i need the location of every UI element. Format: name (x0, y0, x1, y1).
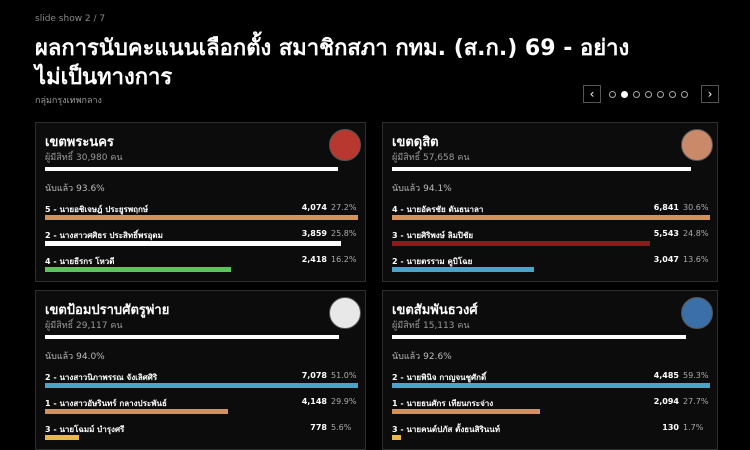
page-dot[interactable] (681, 91, 688, 98)
candidate-votes: 130 (662, 423, 679, 432)
counted-label: นับแล้ว 94.0% (45, 352, 105, 362)
candidate-name: 1 - นายธนศักร เทียนกระจ่าง (392, 399, 494, 408)
vote-bar (45, 215, 358, 220)
candidate-name: 1 - นางสาวอัษรินทร์ กลางประพันธ์ (45, 399, 167, 408)
counted-value: 94.0% (76, 352, 105, 362)
candidate-votes: 4,148 (301, 397, 327, 406)
candidate-share: 25.8% (331, 229, 357, 238)
candidate-share: 27.7% (683, 397, 709, 406)
district-card: เขตป้อมปราบศัตรูพ่ายผู้มีสิทธิ์ 29,117 ค… (35, 290, 366, 450)
counted-bar (392, 335, 687, 339)
candidate-name: 3 - นายศิริพงษ์ ลิมปิชัย (392, 231, 474, 240)
page-dot[interactable] (633, 91, 640, 98)
vote-bar (45, 409, 229, 414)
candidate-name: 2 - นายตรราม คูบิโฉย (392, 257, 473, 266)
avatar (681, 129, 713, 161)
counted-value: 94.1% (423, 184, 452, 194)
candidate-votes: 778 (310, 423, 327, 432)
candidate-name: 3 - นายคนต์ปภัส ตั้งธนสิรินนท์ (392, 425, 500, 434)
candidate-share: 24.8% (683, 229, 709, 238)
page-dot[interactable] (609, 91, 616, 98)
page-dot[interactable] (657, 91, 664, 98)
vote-bar (45, 435, 80, 440)
counted-bar (392, 167, 692, 171)
candidate-votes: 4,485 (653, 371, 679, 380)
vote-bar (45, 267, 231, 272)
district-name: เขตดุสิต (392, 135, 439, 150)
vote-bar (392, 267, 534, 272)
candidate-share: 29.9% (331, 397, 357, 406)
vote-bar (45, 383, 358, 388)
eligible-voters: ผู้มีสิทธิ์ 15,113 คน (392, 321, 470, 331)
slide-counter: slide show 2 / 7 (35, 14, 106, 24)
counted-bar (45, 167, 338, 171)
counted-label: นับแล้ว 93.6% (45, 184, 105, 194)
prev-button[interactable]: ‹ (583, 85, 601, 103)
page-dot[interactable] (669, 91, 676, 98)
vote-bar (392, 383, 710, 388)
avatar (329, 129, 361, 161)
counted-bar (45, 335, 340, 339)
district-card: เขตพระนครผู้มีสิทธิ์ 30,980 คนนับแล้ว 93… (35, 122, 366, 282)
avatar (329, 297, 361, 329)
eligible-voters: ผู้มีสิทธิ์ 57,658 คน (392, 153, 470, 163)
title: ผลการนับคะแนนเลือกตั้ง สมาชิกสภา กทม. (ส… (35, 36, 630, 61)
candidate-votes: 3,859 (301, 229, 327, 238)
page-dot[interactable] (645, 91, 652, 98)
vote-bar (392, 409, 541, 414)
candidate-share: 1.7% (683, 423, 704, 432)
district-name: เขตพระนคร (45, 135, 114, 150)
vote-bar (45, 241, 342, 246)
candidate-name: 4 - นายธีรกร โหวดี (45, 257, 115, 266)
candidate-name: 4 - นายอัครชัย ตันธนาลา (392, 205, 484, 214)
district-name: เขตสัมพันธวงศ์ (392, 303, 478, 318)
vote-bar (392, 215, 710, 220)
candidate-share: 51.0% (331, 371, 357, 380)
counted-label: นับแล้ว 92.6% (392, 352, 452, 362)
avatar (681, 297, 713, 329)
candidate-share: 30.6% (683, 203, 709, 212)
candidate-name: 5 - นายอชิเจษฎ์ ประยูรพฤกษ์ (45, 205, 149, 214)
candidate-votes: 3,047 (653, 255, 679, 264)
candidate-name: 2 - นางสาวนิภาพรรณ จังเลิศศิริ (45, 373, 158, 382)
candidate-share: 59.3% (683, 371, 709, 380)
eligible-voters: ผู้มีสิทธิ์ 29,117 คน (45, 321, 123, 331)
candidate-votes: 2,418 (301, 255, 327, 264)
subtitle: กลุ่มกรุงเทพกลาง (35, 96, 102, 106)
vote-bar (392, 241, 650, 246)
candidate-votes: 4,074 (301, 203, 327, 212)
candidate-votes: 7,078 (301, 371, 327, 380)
district-card: เขตดุสิตผู้มีสิทธิ์ 57,658 คนนับแล้ว 94.… (382, 122, 718, 282)
title: ไม่เป็นทางการ (35, 65, 173, 90)
page-dot[interactable] (621, 91, 628, 98)
candidate-share: 13.6% (683, 255, 709, 264)
candidate-name: 2 - นางสาวศศิธร ประสิทธิ์พรอุดม (45, 231, 163, 240)
counted-label: นับแล้ว 94.1% (392, 184, 452, 194)
eligible-voters: ผู้มีสิทธิ์ 30,980 คน (45, 153, 123, 163)
candidate-name: 3 - นายโฉมม์ บำรุงศรี (45, 425, 125, 434)
next-button[interactable]: › (701, 85, 719, 103)
candidate-votes: 6,841 (653, 203, 679, 212)
candidate-share: 27.2% (331, 203, 357, 212)
counted-value: 93.6% (76, 184, 105, 194)
vote-bar (392, 435, 402, 440)
candidate-votes: 5,543 (653, 229, 679, 238)
candidate-share: 5.6% (331, 423, 352, 432)
candidate-name: 2 - นายพินิจ กาญจนชูศักดิ์ (392, 373, 487, 382)
district-card: เขตสัมพันธวงศ์ผู้มีสิทธิ์ 15,113 คนนับแล… (382, 290, 718, 450)
counted-value: 92.6% (423, 352, 452, 362)
district-name: เขตป้อมปราบศัตรูพ่าย (45, 303, 170, 318)
candidate-share: 16.2% (331, 255, 357, 264)
candidate-votes: 2,094 (653, 397, 679, 406)
